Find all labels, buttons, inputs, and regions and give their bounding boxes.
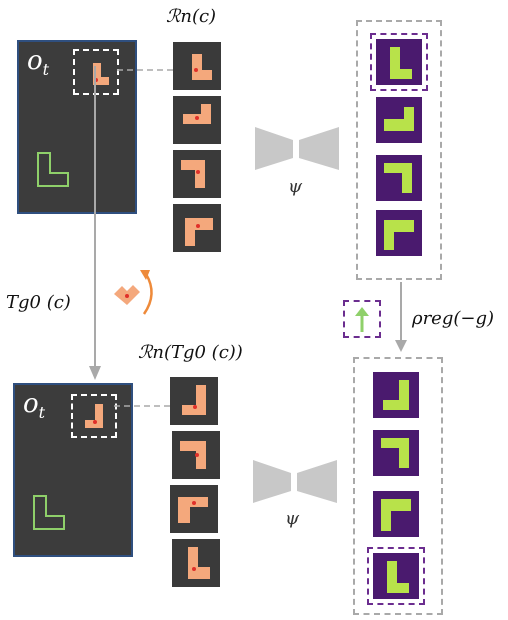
rotated-crops-bottom [170, 377, 220, 587]
reg-action-box [343, 300, 381, 338]
feature-map [376, 155, 422, 201]
feature-map [376, 39, 422, 85]
rotated-crop-tile [170, 485, 218, 533]
rotated-crop-tile [170, 377, 218, 425]
highlighted-feature-top [370, 33, 428, 91]
rotated-crop-tile [172, 539, 220, 587]
feature-map [373, 491, 419, 537]
feature-map [376, 210, 422, 256]
rotated-crops-top [173, 42, 221, 252]
crop-connector-bottom [114, 405, 174, 407]
feature-maps-group-bottom [353, 357, 443, 615]
l-outline-icon [37, 152, 69, 187]
encoder-icon-top [255, 127, 339, 170]
up-arrow-icon [355, 307, 369, 332]
rotation-group-label-top: ℛn(c) [166, 6, 217, 27]
rotated-crop-tile [173, 96, 221, 144]
rotation-group-label-bottom: ℛn(Tg0 (c)) [138, 342, 243, 363]
crop-region-bottom [71, 394, 117, 438]
transform-arrow [89, 66, 101, 380]
regroup-arrow [395, 282, 407, 352]
highlighted-feature-bottom [367, 547, 425, 605]
crop-connector-top [117, 69, 175, 71]
encoder-icon-bottom [253, 460, 337, 503]
encoder-label-bottom: ψ [285, 508, 300, 529]
feature-map [373, 430, 419, 476]
rotate-arrow-icon [114, 270, 153, 315]
reg-representation-label: ρreg(−g) [412, 308, 495, 329]
observation-label-bottom: ot [23, 389, 46, 423]
rotated-crop-tile [173, 150, 221, 198]
transform-label: Tg0 (c) [6, 292, 71, 313]
encoder-label-top: ψ [288, 176, 303, 197]
feature-map [373, 372, 419, 418]
observation-panel-top: ot [17, 40, 137, 214]
rotated-crop-tile [173, 204, 221, 252]
rotated-crop-tile [173, 42, 221, 90]
feature-maps-group-top [356, 20, 442, 280]
l-outline-icon [33, 495, 65, 530]
rotated-crop-tile [172, 431, 220, 479]
observation-label-top: ot [27, 46, 50, 80]
feature-map [376, 97, 422, 143]
observation-panel-bottom: ot [13, 383, 133, 557]
l-block-icon [85, 404, 103, 428]
feature-map [373, 553, 419, 599]
